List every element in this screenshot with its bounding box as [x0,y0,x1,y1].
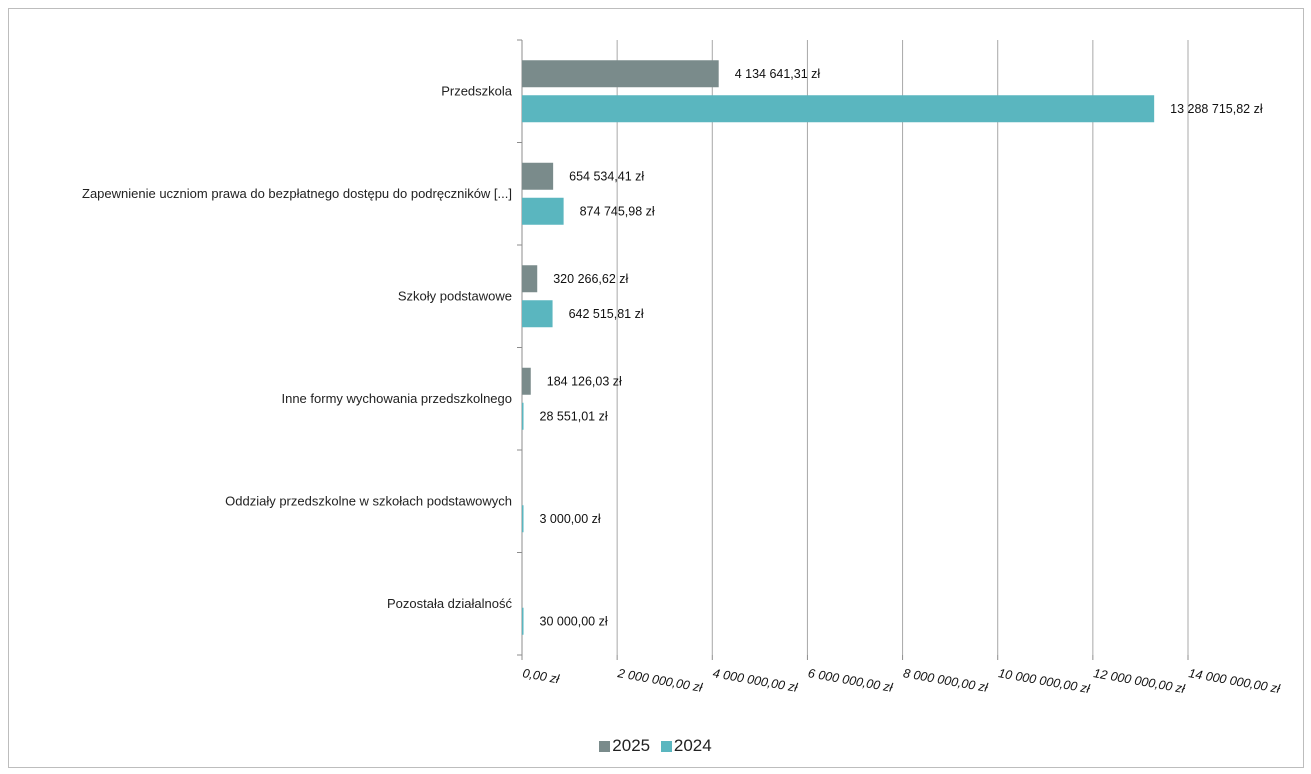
bar-2025 [522,60,719,88]
bar-2024 [522,607,524,635]
bar-2025 [522,265,538,293]
legend-label-2024: 2024 [673,736,712,755]
bar-2024 [522,300,553,328]
data-label: 3 000,00 zł [540,512,601,526]
bar-2024 [522,505,524,533]
x-tick-label: 0,00 zł [521,666,561,686]
bar-2025 [522,162,554,190]
data-label: 874 745,98 zł [580,204,655,218]
legend-item-2024: 2024 [660,736,712,756]
data-label: 4 134 641,31 zł [735,67,821,81]
category-label: Zapewnienie uczniom prawa do bezpłatnego… [82,186,512,201]
data-label: 184 126,03 zł [547,374,622,388]
category-label: Przedszkola [441,83,513,98]
x-tick-label: 6 000 000,00 zł [807,666,895,695]
legend-swatch-2024 [660,740,672,752]
bar-2024 [522,197,564,225]
data-label: 28 551,01 zł [540,409,608,423]
legend: 2025 2024 [0,736,1311,757]
x-tick-label: 12 000 000,00 zł [1092,666,1187,696]
data-label: 654 534,41 zł [569,169,644,183]
legend-swatch-2025 [599,740,611,752]
legend-item-2025: 2025 [599,736,650,756]
x-tick-label: 14 000 000,00 zł [1187,666,1282,696]
x-tick-label: 4 000 000,00 zł [712,666,800,695]
data-label: 320 266,62 zł [553,272,628,286]
data-label: 642 515,81 zł [569,307,644,321]
x-tick-label: 8 000 000,00 zł [902,666,990,695]
category-label: Inne formy wychowania przedszkolnego [281,391,512,406]
bar-2024 [522,402,524,430]
category-label: Szkoły podstawowe [398,288,512,303]
category-label: Oddziały przedszkolne w szkołach podstaw… [225,493,512,508]
data-label: 30 000,00 zł [540,614,608,628]
bar-2025 [522,367,531,395]
x-tick-label: 2 000 000,00 zł [616,666,705,695]
x-tick-label: 10 000 000,00 zł [997,666,1092,696]
category-label: Pozostała działalność [387,596,513,611]
bar-2024 [522,95,1155,123]
data-label: 13 288 715,82 zł [1170,102,1263,116]
chart-frame [8,8,1304,768]
legend-label-2025: 2025 [612,736,651,755]
